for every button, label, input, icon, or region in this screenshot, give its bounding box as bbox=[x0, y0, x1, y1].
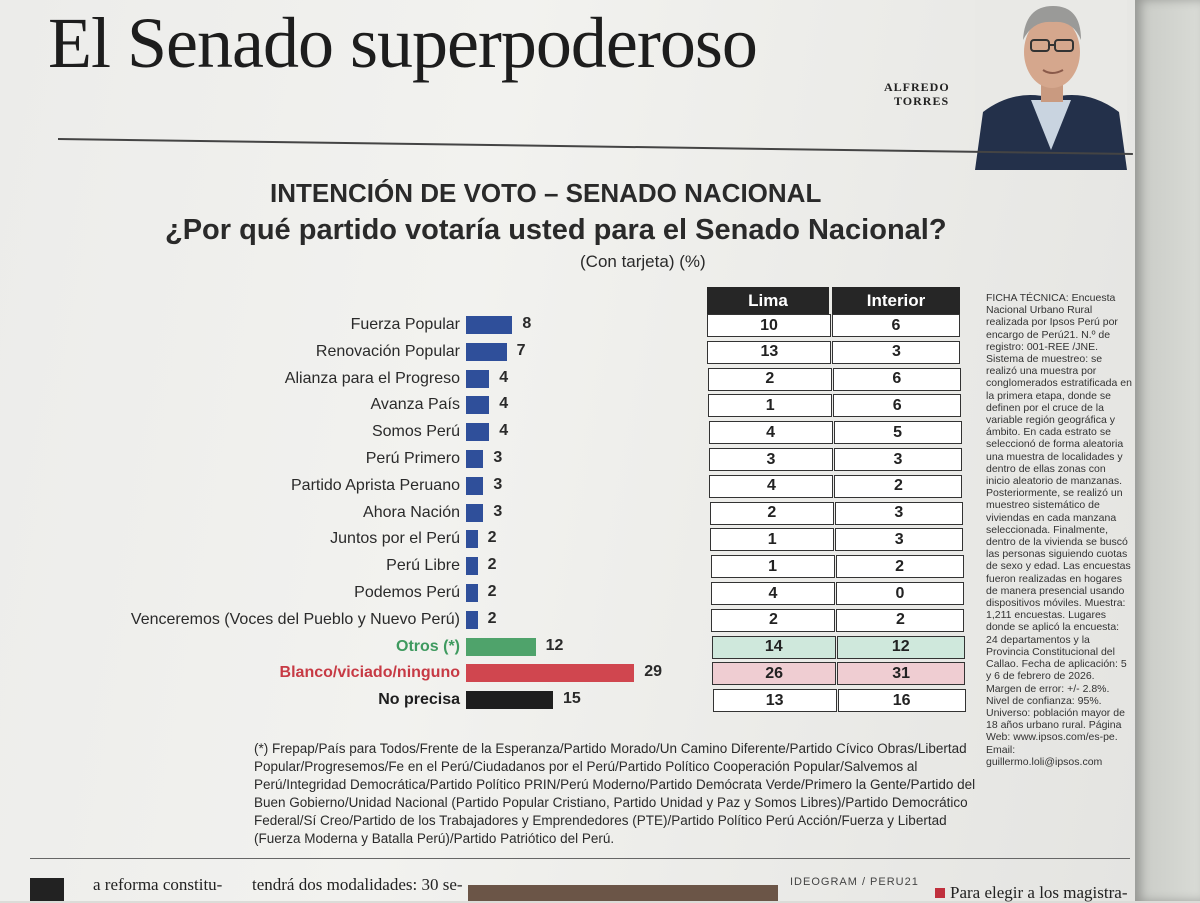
bar bbox=[466, 316, 513, 334]
headline: El Senado superpoderoso bbox=[48, 3, 758, 83]
chart-subtitle: ¿Por qué partido votaría usted para el S… bbox=[165, 214, 947, 246]
category-label: Perú Libre bbox=[386, 557, 460, 575]
adjacent-page-edge bbox=[1135, 0, 1200, 901]
table-cell-interior: 2 bbox=[836, 608, 965, 632]
body-column-2: tendrá dos modalidades: 30 se- bbox=[252, 875, 463, 894]
illustration-strip bbox=[468, 885, 778, 901]
image-credit: IDEOGRAM / PERU21 bbox=[790, 876, 919, 888]
table-cell-lima: 2 bbox=[709, 501, 834, 525]
table-cell-interior: 6 bbox=[832, 314, 960, 337]
table-cell-lima: 2 bbox=[707, 367, 832, 391]
bar-value-label: 2 bbox=[487, 609, 497, 627]
bar-value-label: 2 bbox=[487, 583, 497, 600]
bar-value-label: 12 bbox=[545, 636, 564, 654]
category-label: Avanza País bbox=[370, 396, 460, 414]
bar-value-label: 7 bbox=[516, 341, 526, 359]
category-label: Fuerza Popular bbox=[350, 316, 460, 333]
category-label: Blanco/viciado/ninguno bbox=[279, 664, 460, 682]
bar-value-label: 15 bbox=[563, 690, 581, 708]
bar bbox=[466, 637, 536, 656]
table-cell-interior: 3 bbox=[834, 501, 963, 525]
category-label: Alianza para el Progreso bbox=[284, 369, 460, 387]
body-column-1: a reforma constitu- bbox=[93, 875, 223, 894]
bar bbox=[466, 396, 490, 415]
table-cell-lima: 4 bbox=[708, 421, 833, 445]
body-column-3: Para elegir a los magistra- bbox=[935, 883, 1128, 903]
bar bbox=[466, 584, 478, 602]
table-cell-interior: 3 bbox=[832, 340, 961, 364]
table-cell-interior: 2 bbox=[834, 474, 963, 498]
author-name: ALFREDO TORRES bbox=[884, 80, 950, 108]
table-cell-lima: 10 bbox=[707, 314, 831, 337]
table-cell-interior: 16 bbox=[837, 689, 966, 713]
table-cell-lima: 2 bbox=[711, 608, 836, 632]
table-cell-lima: 1 bbox=[710, 528, 835, 552]
table-cell-interior: 6 bbox=[832, 367, 961, 391]
table-cell-lima: 13 bbox=[712, 689, 837, 713]
bar-value-label: 3 bbox=[493, 475, 503, 493]
table-cell-interior: 12 bbox=[836, 635, 965, 659]
bar-value-label: 2 bbox=[487, 556, 497, 574]
bar-value-label: 3 bbox=[493, 449, 503, 466]
bar bbox=[466, 369, 490, 388]
category-label: Podemos Perú bbox=[354, 584, 460, 601]
table-cell-interior: 5 bbox=[833, 421, 962, 445]
table-cell-interior: 0 bbox=[836, 582, 964, 605]
bottom-rule bbox=[30, 858, 1130, 859]
bar bbox=[466, 503, 484, 522]
table-cell-lima: 14 bbox=[711, 635, 836, 659]
table-cell-interior: 3 bbox=[834, 448, 962, 471]
table-cell-interior: 6 bbox=[833, 394, 962, 418]
bar bbox=[466, 557, 478, 576]
ficha-tecnica: FICHA TÉCNICA: Encuesta Nacional Urbano … bbox=[986, 292, 1132, 768]
bar-value-label: 3 bbox=[493, 502, 503, 520]
bar-value-label: 4 bbox=[499, 368, 509, 386]
category-label: No precisa bbox=[378, 691, 460, 709]
author-photo bbox=[975, 0, 1127, 170]
bar bbox=[466, 450, 484, 468]
bar-value-label: 4 bbox=[499, 395, 509, 413]
category-label: Partido Aprista Peruano bbox=[291, 476, 460, 494]
bar bbox=[466, 476, 484, 495]
category-label: Renovación Popular bbox=[315, 342, 460, 360]
bar-value-label: 4 bbox=[499, 422, 509, 440]
bullet-square bbox=[935, 888, 945, 898]
footnote: (*) Frepap/País para Todos/Frente de la … bbox=[254, 741, 976, 846]
bar-value-label: 29 bbox=[644, 663, 662, 681]
table-cell-lima: 4 bbox=[709, 474, 834, 498]
table-cell-lima: 13 bbox=[707, 340, 832, 364]
category-label: Somos Perú bbox=[371, 423, 460, 441]
bar bbox=[466, 691, 553, 710]
table-cell-lima: 1 bbox=[710, 555, 835, 579]
category-label: Otros (*) bbox=[396, 637, 460, 655]
chart-unit: (Con tarjeta) (%) bbox=[580, 252, 706, 271]
table-cell-interior: 31 bbox=[837, 662, 966, 686]
bar-value-label: 2 bbox=[487, 529, 497, 547]
bar bbox=[466, 664, 635, 683]
table-cell-lima: 4 bbox=[711, 582, 835, 605]
chart-title: INTENCIÓN DE VOTO – SENADO NACIONAL bbox=[270, 178, 822, 208]
table-cell-lima: 26 bbox=[712, 662, 837, 686]
table-cell-interior: 3 bbox=[835, 528, 964, 552]
table-header-interior: Interior bbox=[832, 287, 960, 315]
bar bbox=[466, 610, 478, 629]
bar bbox=[466, 342, 507, 361]
table-header-lima: Lima bbox=[707, 287, 829, 315]
category-label: Juntos por el Perú bbox=[330, 530, 460, 548]
table-cell-lima: 1 bbox=[708, 394, 833, 418]
category-label: Perú Primero bbox=[365, 450, 460, 467]
category-label: Venceremos (Voces del Pueblo y Nuevo Per… bbox=[130, 610, 460, 628]
bar-value-label: 8 bbox=[522, 315, 532, 332]
bar bbox=[466, 423, 490, 442]
bar bbox=[466, 530, 478, 549]
table-cell-lima: 3 bbox=[709, 448, 833, 471]
drop-cap bbox=[30, 878, 64, 901]
category-label: Ahora Nación bbox=[363, 503, 460, 521]
table-cell-interior: 2 bbox=[835, 555, 964, 579]
